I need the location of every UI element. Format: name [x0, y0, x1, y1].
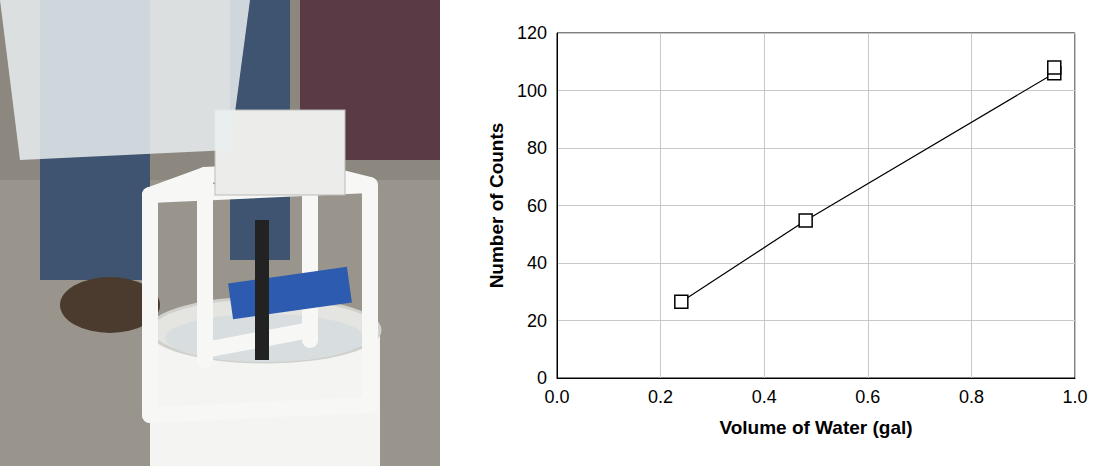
svg-text:80: 80: [527, 138, 547, 158]
svg-text:0.4: 0.4: [752, 387, 777, 407]
svg-text:Number of Counts: Number of Counts: [486, 123, 507, 289]
svg-text:0.0: 0.0: [544, 387, 569, 407]
svg-text:120: 120: [517, 23, 547, 43]
svg-text:1.0: 1.0: [1062, 387, 1087, 407]
svg-text:100: 100: [517, 81, 547, 101]
svg-text:0: 0: [537, 368, 547, 388]
svg-text:60: 60: [527, 196, 547, 216]
svg-text:Volume of Water (gal): Volume of Water (gal): [719, 417, 912, 438]
svg-text:0.8: 0.8: [959, 387, 984, 407]
svg-text:0.6: 0.6: [855, 387, 880, 407]
svg-text:40: 40: [527, 253, 547, 273]
svg-text:0.2: 0.2: [648, 387, 673, 407]
svg-text:20: 20: [527, 311, 547, 331]
